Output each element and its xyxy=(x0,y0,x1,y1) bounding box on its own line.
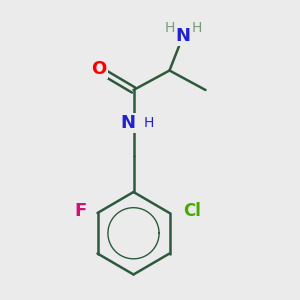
Text: F: F xyxy=(75,202,87,220)
Text: N: N xyxy=(176,27,190,45)
Text: N: N xyxy=(121,114,136,132)
Text: H: H xyxy=(191,22,202,35)
Text: H: H xyxy=(144,116,154,130)
Text: H: H xyxy=(164,22,175,35)
Text: O: O xyxy=(92,60,106,78)
Text: Cl: Cl xyxy=(183,202,201,220)
